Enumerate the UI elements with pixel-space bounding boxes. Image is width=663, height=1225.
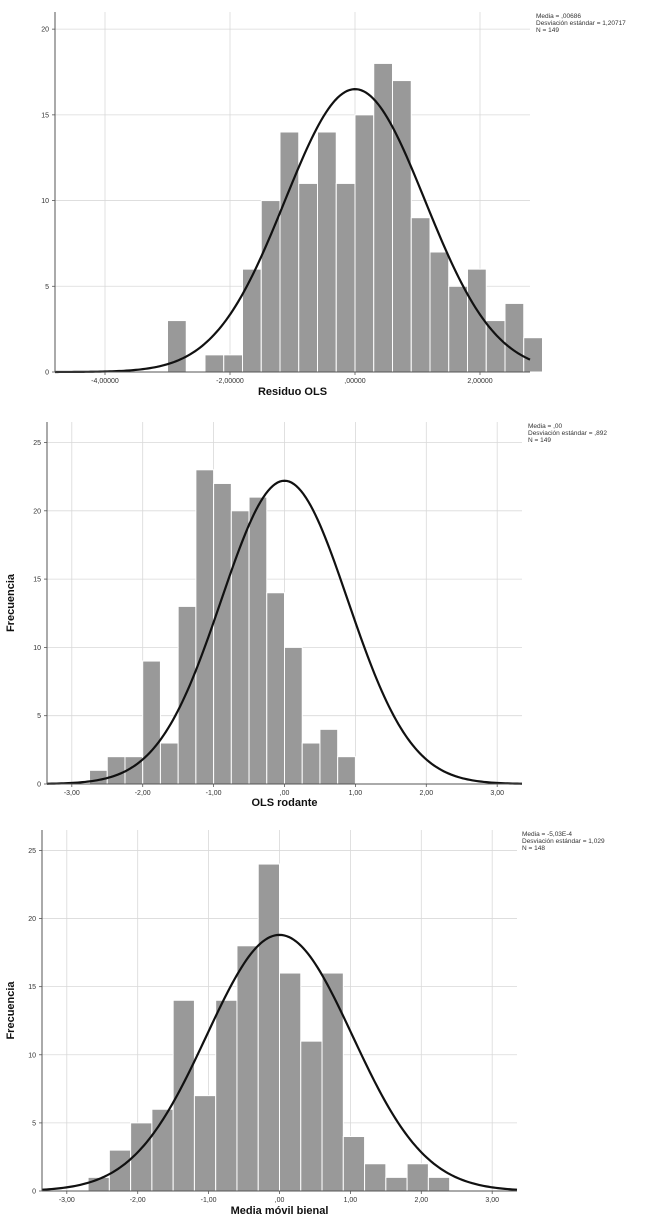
histogram-panel-ols-rodante: 0 5 10 15 20 25 -3,00 -2,00 -1,00 ,00 1,00 2,00 3,00… <box>0 408 663 808</box>
x-tick-label: 1,00 <box>349 790 363 797</box>
histogram-bar <box>279 972 302 1192</box>
x-tick-label: -1,00 <box>201 1197 217 1204</box>
y-tick-label: 0 <box>45 370 49 377</box>
y-tick-label: 20 <box>33 508 41 515</box>
histogram-bar <box>337 756 356 785</box>
histogram-bar <box>106 756 126 785</box>
histogram-bar <box>242 268 262 373</box>
histogram-bar <box>204 354 225 373</box>
histogram-bar <box>406 1163 429 1192</box>
x-tick-label: 2,00000 <box>467 378 492 385</box>
histogram-bar <box>257 863 281 1192</box>
histogram-bar <box>319 728 339 785</box>
x-tick-label: -1,00 <box>206 790 222 797</box>
histogram-bar <box>342 1136 366 1192</box>
x-axis-title: Residuo OLS <box>258 386 327 398</box>
y-tick-label: 10 <box>41 198 49 205</box>
y-axis-title: Frecuencia <box>5 981 17 1040</box>
histogram-panel-residuo-ols: 0 5 10 15 20 -4,00000 -2,00000 ,00000 2,00000 Res… <box>0 0 663 400</box>
histogram-panel-media-movil: 0 5 10 15 20 25 -3,00 -2,00 -1,00 ,00 1,00 2,00 3,00… <box>0 816 663 1216</box>
stats-line: Media = ,00 <box>528 423 563 430</box>
y-tick-label: 20 <box>28 916 36 923</box>
y-tick-label: 5 <box>32 1120 36 1127</box>
histogram-bar <box>429 251 450 373</box>
y-tick-label: 15 <box>33 577 41 584</box>
y-tick-label: 0 <box>32 1189 36 1196</box>
x-tick-label: -2,00000 <box>216 378 244 385</box>
x-tick-label: -4,00000 <box>91 378 119 385</box>
x-tick-label: 3,00 <box>485 1197 499 1204</box>
histogram-bar <box>385 1176 408 1192</box>
x-tick-label: -2,00 <box>135 790 151 797</box>
histogram-bar <box>248 496 268 785</box>
histogram-bar <box>504 302 525 373</box>
histogram-bar <box>223 354 243 373</box>
histogram-bar <box>321 972 344 1192</box>
histogram-bar <box>523 337 543 373</box>
x-tick-label: -3,00 <box>64 790 80 797</box>
y-tick-label: 15 <box>41 112 49 119</box>
histogram-bar <box>279 131 300 373</box>
histogram-bar <box>159 742 179 785</box>
normal-curve <box>55 88 531 374</box>
y-tick-label: 5 <box>45 284 49 291</box>
x-tick-label: -2,00 <box>130 1197 146 1204</box>
x-axis-title: Media móvil bienal <box>231 1205 329 1216</box>
histogram-bar <box>236 945 259 1192</box>
histogram-bar <box>301 742 321 785</box>
stats-line: Desviación estándar = 1,20717 <box>536 20 626 27</box>
histogram-bar <box>177 605 197 785</box>
histogram-bar <box>410 217 431 373</box>
histogram-bar <box>230 510 250 785</box>
histogram-bar <box>335 182 356 373</box>
stats-line: Desviación estándar = ,892 <box>528 430 607 437</box>
y-tick-label: 25 <box>33 440 41 447</box>
histogram-bar <box>392 80 412 373</box>
y-tick-label: 20 <box>41 27 49 34</box>
y-axis-title: Frecuencia <box>5 573 17 632</box>
x-tick-label: ,00 <box>275 1197 285 1204</box>
x-axis-title: OLS rodante <box>251 797 317 808</box>
histogram-bar <box>215 999 238 1192</box>
histogram-bar <box>284 646 303 785</box>
histogram-bar <box>298 182 318 373</box>
histogram-chart: 0 5 10 15 20 25 -3,00 -2,00 -1,00 ,00 1,00 2,00 3,00… <box>5 422 607 808</box>
x-tick-label: 2,00 <box>419 790 433 797</box>
histogram-bar <box>364 1163 387 1192</box>
y-tick-label: 10 <box>28 1052 36 1059</box>
histogram-bar <box>142 660 161 785</box>
x-tick-label: ,00 <box>280 790 290 797</box>
y-tick-label: 0 <box>37 782 41 789</box>
stats-line: N = 148 <box>522 845 545 852</box>
histogram-bar <box>317 131 337 373</box>
histogram-bar <box>448 285 468 373</box>
histogram-bar <box>427 1176 451 1192</box>
stats-line: Media = ,00686 <box>536 13 581 20</box>
histogram-chart: 0 5 10 15 20 -4,00000 -2,00000 ,00000 2,00000 Res… <box>41 12 626 398</box>
normal-curve <box>46 479 523 785</box>
stats-line: Desviación estándar = 1,029 <box>522 838 605 845</box>
x-tick-label: 3,00 <box>490 790 504 797</box>
y-tick-label: 15 <box>28 984 36 991</box>
x-tick-label: 2,00 <box>414 1197 428 1204</box>
normal-curve <box>41 933 518 1191</box>
histogram-bar <box>300 1040 323 1192</box>
histogram-bar <box>108 1149 132 1192</box>
histogram-bar <box>354 114 375 373</box>
histogram-bar <box>266 592 286 785</box>
x-tick-label: ,00000 <box>344 378 366 385</box>
y-tick-label: 5 <box>37 713 41 720</box>
y-tick-label: 25 <box>28 848 36 855</box>
histogram-bar <box>193 1095 217 1192</box>
histogram-chart: 0 5 10 15 20 25 -3,00 -2,00 -1,00 ,00 1,00 2,00 3,00… <box>5 830 605 1216</box>
x-tick-label: -3,00 <box>59 1197 75 1204</box>
histogram-bar <box>213 482 232 785</box>
y-tick-label: 10 <box>33 645 41 652</box>
stats-line: N = 149 <box>536 27 559 34</box>
stats-line: N = 149 <box>528 437 551 444</box>
stats-line: Media = -5,03E-4 <box>522 831 572 838</box>
x-tick-label: 1,00 <box>344 1197 358 1204</box>
histogram-bar <box>260 200 281 373</box>
